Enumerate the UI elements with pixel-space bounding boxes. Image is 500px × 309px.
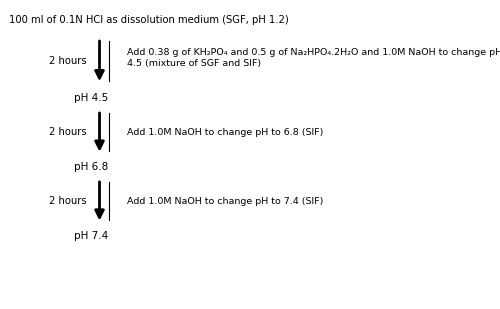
- Text: Add 1.0M NaOH to change pH to 6.8 (SIF): Add 1.0M NaOH to change pH to 6.8 (SIF): [127, 128, 323, 137]
- Text: pH 4.5: pH 4.5: [74, 93, 108, 103]
- Text: Add 1.0M NaOH to change pH to 7.4 (SIF): Add 1.0M NaOH to change pH to 7.4 (SIF): [127, 197, 323, 206]
- Text: 2 hours: 2 hours: [48, 127, 86, 138]
- Text: 2 hours: 2 hours: [48, 196, 86, 206]
- Text: 2 hours: 2 hours: [48, 56, 86, 66]
- Text: 100 ml of 0.1N HCl as dissolution medium (SGF, pH 1.2): 100 ml of 0.1N HCl as dissolution medium…: [8, 15, 288, 25]
- Text: pH 6.8: pH 6.8: [74, 162, 108, 172]
- Text: Add 0.38 g of KH₂PO₄ and 0.5 g of Na₂HPO₄.2H₂O and 1.0M NaOH to change pH to
4.5: Add 0.38 g of KH₂PO₄ and 0.5 g of Na₂HPO…: [127, 48, 500, 68]
- Text: pH 7.4: pH 7.4: [74, 231, 108, 241]
